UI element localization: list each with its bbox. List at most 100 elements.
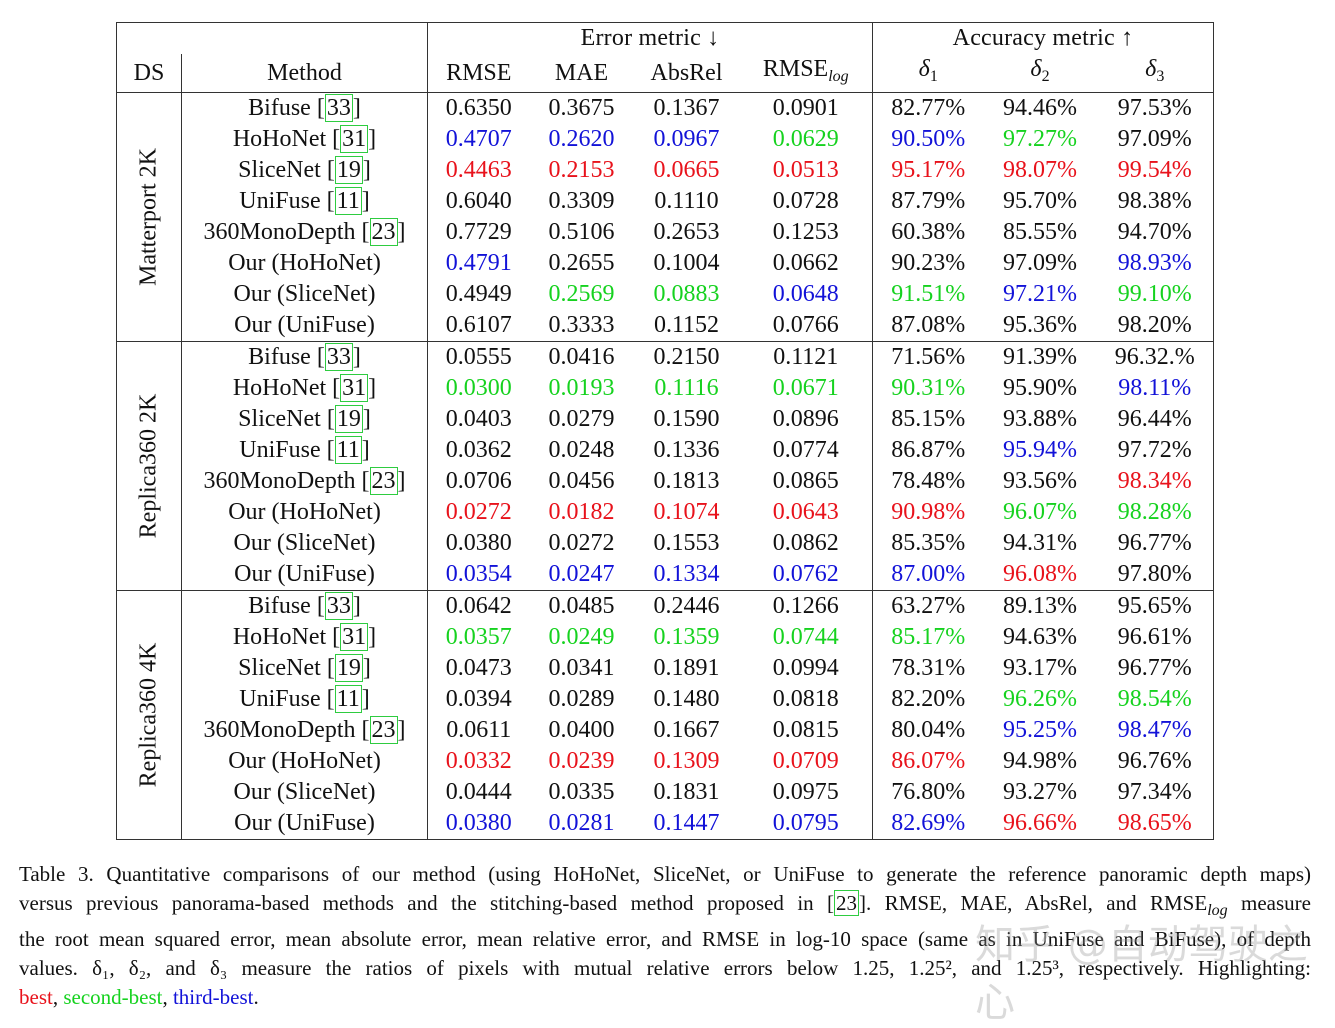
citation-link[interactable]: 11 [334,436,362,464]
citation-link[interactable]: 11 [334,187,362,215]
metric-value: 0.0239 [548,748,615,774]
table-row: Our (UniFuse) 0.6107 0.3333 0.1152 0.0766 87.… [117,310,1214,342]
citation-link[interactable]: 19 [334,156,363,184]
metric-value: 93.17% [1003,655,1077,681]
method-cell: UniFuse [11] [181,435,428,466]
metric-value: 0.2153 [548,157,615,183]
method-cell: Our (HoHoNet) [181,248,428,279]
metric-value: 97.34% [1096,777,1214,808]
caption-citation[interactable]: 23 [834,890,860,916]
metric-value: 0.0485 [548,593,615,619]
metric-value: 93.88% [1003,406,1077,432]
metric-value: 0.6350 [427,92,530,124]
citation-link[interactable]: 23 [369,218,398,246]
citation-link[interactable]: 31 [340,374,369,402]
metric-value: 97.80% [1096,559,1214,591]
metric-value: 96.32.% [1096,341,1214,373]
metric-value: 99.54% [1096,155,1214,186]
metric-value: 0.1336 [653,437,720,463]
method-name: SliceNet [238,655,327,681]
citation-link[interactable]: 33 [324,592,353,620]
metric-value: 97.72% [1096,435,1214,466]
metric-value: 96.76% [1096,746,1214,777]
metric-value: 0.0193 [548,375,615,401]
table-row: SliceNet [19] 0.4463 0.2153 0.0665 0.0513 95.… [117,155,1214,186]
metric-value: 0.1004 [653,250,720,276]
method-cell: 360MonoDepth [23] [181,715,428,746]
metric-value: 0.0901 [772,95,839,121]
metric-value: 98.20% [1096,310,1214,342]
caption-line-3: the root mean squared error, mean absolu… [19,927,1311,951]
method-cell: Our (UniFuse) [181,808,428,840]
method-cell: Our (UniFuse) [181,310,428,342]
method-cell: Our (HoHoNet) [181,746,428,777]
metric-value: 0.0380 [427,808,530,840]
citation-link[interactable]: 31 [340,623,369,651]
metric-value: 96.26% [1003,686,1077,712]
metric-value: 95.17% [872,155,984,186]
metric-value: 0.0896 [772,406,839,432]
metric-value: 0.1813 [653,468,720,494]
metric-value: 93.56% [1003,468,1077,494]
table-row: HoHoNet [31] 0.4707 0.2620 0.0967 0.0629 90.5… [117,124,1214,155]
metric-value: 96.07% [1003,499,1077,525]
metric-value: 0.0289 [548,686,615,712]
table-row: SliceNet [19] 0.0403 0.0279 0.1590 0.0896 85.… [117,404,1214,435]
method-name: Bifuse [248,593,317,619]
metric-value: 98.11% [1096,373,1214,404]
metric-value: 0.1367 [653,95,720,121]
results-table-container: Error metric ↓ Accuracy metric ↑ DS Meth… [116,22,1214,840]
table-row: Our (HoHoNet) 0.0332 0.0239 0.1309 0.0709 86.… [117,746,1214,777]
accuracy-metric-header: Accuracy metric ↑ [872,22,1214,54]
metric-value: 0.1152 [633,310,740,342]
metric-value: 0.0795 [739,808,873,840]
method-cell: UniFuse [11] [181,186,428,217]
metric-value: 0.2150 [653,344,720,370]
citation-link[interactable]: 31 [340,125,369,153]
table-row: HoHoNet [31] 0.0357 0.0249 0.1359 0.0744 85.1… [117,622,1214,653]
metric-value: 97.09% [1003,250,1077,276]
metric-value: 96.77% [1096,653,1214,684]
metric-value: 94.98% [1003,748,1077,774]
metric-value: 99.10% [1096,279,1214,310]
metric-value: 0.1116 [654,375,719,401]
metric-value: 0.0774 [772,437,839,463]
method-name: 360MonoDepth [203,468,362,494]
table-row: Matterport 2K Bifuse [33] 0.6350 0.3675 0.13… [116,92,1214,342]
method-cell: 360MonoDepth [23] [181,217,428,248]
metric-value: 0.0394 [427,684,530,715]
metric-value: 0.0671 [772,375,839,401]
metric-value: 0.1667 [653,717,720,743]
dataset-label: Matterport 2K [135,148,162,286]
method-cell: Our (HoHoNet) [181,497,428,528]
metric-value: 0.1266 [772,593,839,619]
metric-value: 96.44% [1096,404,1214,435]
citation-link[interactable]: 11 [334,685,362,713]
table-row: Our (UniFuse) 0.0354 0.0247 0.1334 0.0762 87.… [117,559,1214,591]
citation-link[interactable]: 33 [324,94,353,122]
table-caption: Table 3. Quantitative comparisons of our… [19,860,1311,1012]
metric-value: 0.0272 [548,530,615,556]
results-body: Matterport 2K Bifuse [33] 0.6350 0.3675 0.13… [116,92,1214,840]
citation-link[interactable]: 23 [369,716,398,744]
metric-value: 0.0709 [772,748,839,774]
citation-link[interactable]: 23 [369,467,398,495]
table-row: Replica360 4K Bifuse [33] 0.0642 0.0485 0.24… [116,590,1214,840]
metric-value: 0.1074 [653,499,720,525]
metric-value: 91.39% [1003,344,1077,370]
metric-value: 0.0354 [427,559,530,591]
metric-value: 0.1553 [653,530,720,556]
absrel-header: AbsRel [633,54,740,93]
citation-link[interactable]: 19 [334,654,363,682]
metric-value: 0.0357 [427,622,530,653]
metric-value: 0.0335 [548,779,615,805]
metric-value: 96.66% [983,808,1097,840]
citation-link[interactable]: 19 [334,405,363,433]
metric-value: 0.0665 [653,157,720,183]
table-row: 360MonoDepth [23] 0.0611 0.0400 0.1667 0.081… [117,715,1214,746]
metric-value: 80.04% [872,715,984,746]
metric-value: 0.2655 [548,250,615,276]
method-name: HoHoNet [232,375,333,401]
citation-link[interactable]: 33 [324,343,353,371]
method-name: Our (SliceNet) [233,530,376,556]
